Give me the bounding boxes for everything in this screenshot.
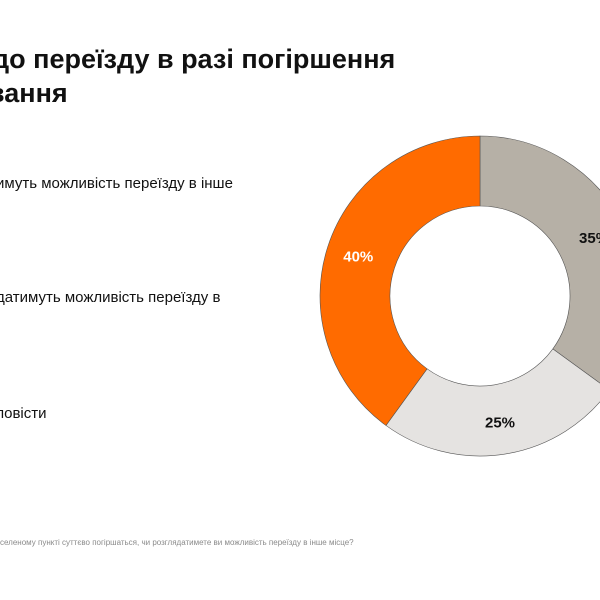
slice-label-2: 25% [485, 414, 515, 431]
donut-slice-2 [385, 348, 600, 457]
legend-item-2: датимуть можливість переїзду в [0, 289, 221, 306]
donut-slice-1 [479, 135, 600, 384]
slice-label-3: 40% [343, 248, 373, 265]
chart-title-line-1: до переїзду в разі погіршення [0, 44, 396, 74]
legend-item-1: имуть можливість переїзду в інше [0, 175, 233, 192]
chart-title: до переїзду в разі погіршення вання [0, 42, 592, 110]
chart-title-line-2: вання [0, 78, 68, 108]
footnote: селеному пункті суттєво погіршаться, чи … [0, 538, 354, 547]
legend-item-3: повісти [0, 405, 47, 422]
slice-label-1: 35% [579, 230, 600, 247]
donut-slice-3 [319, 135, 481, 426]
donut-slices [319, 135, 600, 457]
donut-labels: 35% 25% 40% [343, 230, 600, 432]
